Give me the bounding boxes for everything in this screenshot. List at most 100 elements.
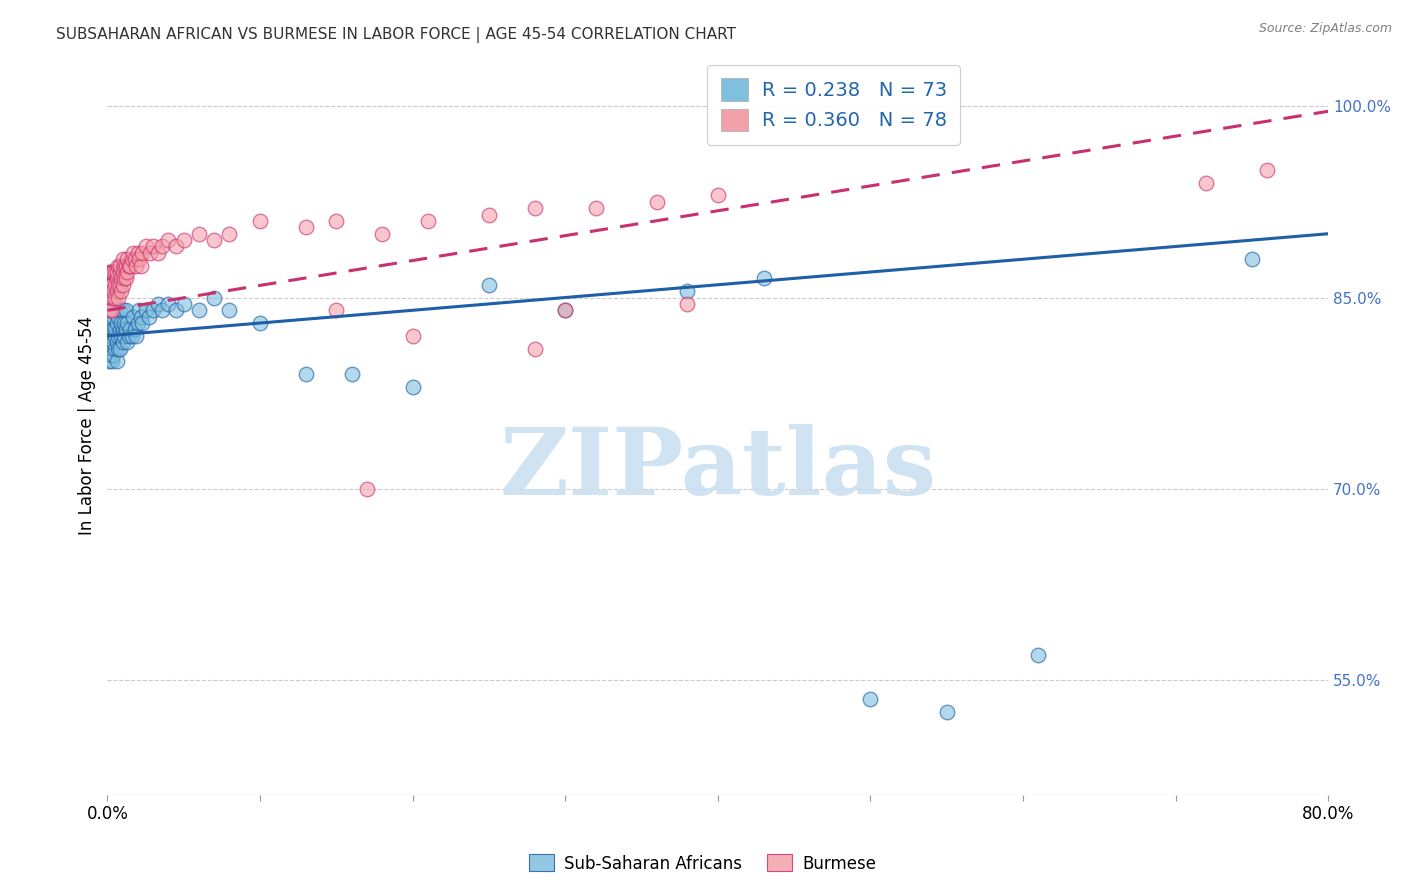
Point [97,328,120,343]
Point [131,316,153,330]
Point [173,233,195,247]
Point [218,227,240,241]
Point [108,277,131,292]
Point [100,265,122,279]
Point [150,239,173,253]
Point [111,265,134,279]
Point [111,303,134,318]
Point [104,322,127,336]
Point [122,310,145,324]
Point [1195,176,1218,190]
Point [112,271,135,285]
Point [131,245,153,260]
Point [859,692,882,706]
Point [142,239,165,253]
Point [104,291,127,305]
Point [202,291,225,305]
Point [523,201,546,215]
Point [111,322,134,336]
Point [104,265,127,279]
Point [103,291,125,305]
Point [103,335,125,350]
Point [108,259,131,273]
Point [100,335,122,350]
Point [112,316,135,330]
Point [173,297,195,311]
Point [100,291,122,305]
Point [114,322,136,336]
Point [165,303,187,318]
Point [138,310,160,324]
Point [478,208,501,222]
Point [101,303,124,318]
Point [157,297,180,311]
Point [97,277,120,292]
Point [125,328,148,343]
Point [111,252,134,267]
Point [107,291,129,305]
Point [325,303,347,318]
Point [120,259,142,273]
Legend: Sub-Saharan Africans, Burmese: Sub-Saharan Africans, Burmese [523,847,883,880]
Point [645,194,668,209]
Text: Source: ZipAtlas.com: Source: ZipAtlas.com [1258,22,1392,36]
Point [115,316,138,330]
Point [135,239,157,253]
Point [129,310,152,324]
Point [294,367,316,381]
Point [150,303,173,318]
Point [401,328,423,343]
Point [100,277,122,292]
Point [146,245,169,260]
Point [110,271,132,285]
Point [103,322,125,336]
Point [110,328,132,343]
Point [294,220,316,235]
Point [114,259,136,273]
Point [103,284,125,298]
Point [115,252,138,267]
Point [706,188,728,202]
Point [127,245,149,260]
Point [107,259,129,273]
Point [104,277,127,292]
Point [187,303,209,318]
Point [101,354,124,368]
Point [752,271,775,285]
Point [401,380,423,394]
Point [97,291,120,305]
Point [118,328,141,343]
Point [118,259,141,273]
Point [105,354,128,368]
Point [97,265,120,279]
Text: ZIPatlas: ZIPatlas [499,425,936,515]
Point [100,303,122,318]
Point [104,342,127,356]
Point [115,265,138,279]
Point [1240,252,1263,267]
Point [107,277,129,292]
Legend: R = 0.238   N = 73, R = 0.360   N = 78: R = 0.238 N = 73, R = 0.360 N = 78 [707,65,960,145]
Point [108,322,131,336]
Point [585,201,607,215]
Point [112,259,135,273]
Point [110,316,132,330]
Point [554,303,576,318]
Point [129,259,152,273]
Point [105,284,128,298]
Point [128,303,150,318]
Point [101,316,124,330]
Point [325,214,347,228]
Point [146,297,169,311]
Point [105,271,128,285]
Point [124,322,146,336]
Point [121,328,143,343]
Point [165,239,187,253]
Point [218,303,240,318]
Point [103,265,125,279]
Point [676,297,699,311]
Point [371,227,394,241]
Point [112,328,135,343]
Point [100,348,122,362]
Point [105,316,128,330]
